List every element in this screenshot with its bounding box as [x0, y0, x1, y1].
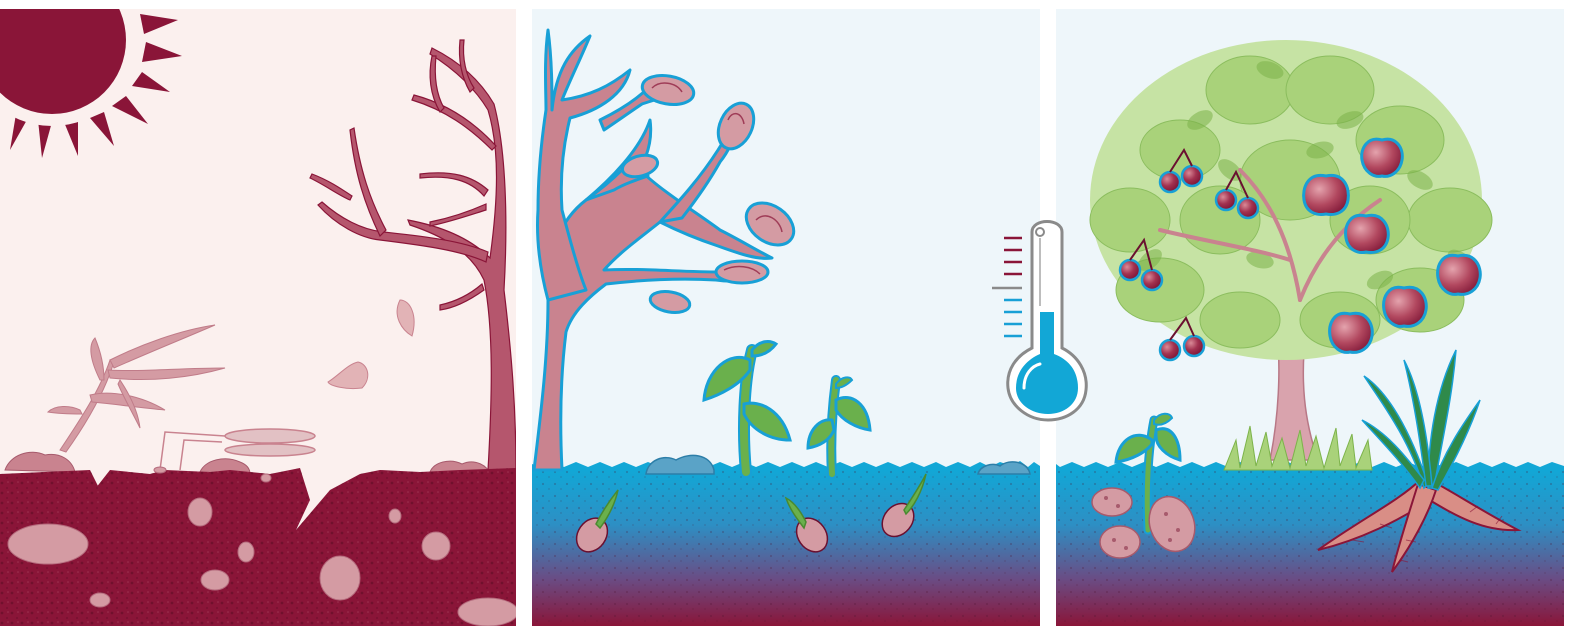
potato-plant	[1091, 412, 1196, 559]
seedling-small	[806, 375, 872, 479]
dead-tree	[309, 39, 516, 471]
dry-wheat	[159, 428, 316, 471]
falling-leaf	[396, 299, 415, 337]
cherries	[1118, 147, 1260, 362]
wilted-plant	[46, 324, 226, 453]
carrot-greens	[1361, 349, 1481, 491]
grass-tuft	[1223, 425, 1373, 471]
tree-buds	[620, 73, 796, 314]
panel-harvest	[1056, 9, 1564, 626]
sprouting-seeds	[575, 473, 927, 553]
panel-sprouting	[532, 9, 1040, 626]
seedling-large	[702, 340, 792, 478]
carrots	[1317, 349, 1522, 573]
cracked-soil	[0, 466, 516, 626]
apples	[1302, 137, 1482, 354]
falling-leaf	[327, 361, 369, 389]
thermometer-icon	[992, 220, 1088, 422]
blue-rocks	[645, 454, 1031, 475]
sun-icon	[0, 9, 182, 158]
panel-drought	[0, 9, 516, 626]
